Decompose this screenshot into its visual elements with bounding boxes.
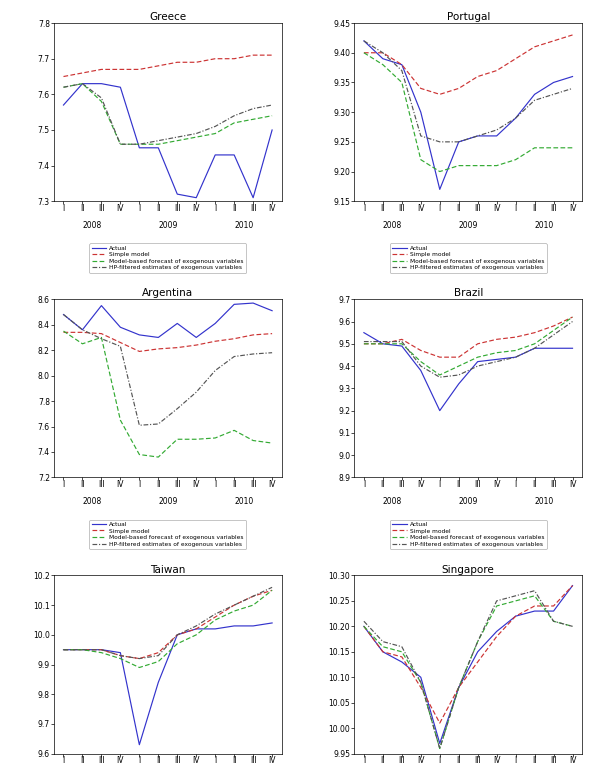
Title: Argentina: Argentina [142, 288, 193, 298]
Text: 2010: 2010 [234, 497, 253, 506]
Text: 2009: 2009 [458, 221, 478, 230]
Title: Portugal: Portugal [446, 12, 490, 22]
Legend: Actual, Simple model, Model-based forecast of exogenous variables, HP-filtered e: Actual, Simple model, Model-based foreca… [390, 243, 547, 273]
Legend: Actual, Simple model, Model-based forecast of exogenous variables, HP-filtered e: Actual, Simple model, Model-based foreca… [89, 520, 246, 549]
Text: 2008: 2008 [82, 221, 101, 230]
Title: Singapore: Singapore [442, 564, 494, 574]
Text: 2009: 2009 [158, 221, 178, 230]
Text: 2010: 2010 [535, 221, 554, 230]
Legend: Actual, Simple model, Model-based forecast of exogenous variables, HP-filtered e: Actual, Simple model, Model-based foreca… [89, 243, 246, 273]
Text: 2010: 2010 [535, 497, 554, 506]
Text: 2008: 2008 [82, 497, 101, 506]
Text: 2010: 2010 [234, 221, 253, 230]
Legend: Actual, Simple model, Model-based forecast of exogenous variables, HP-filtered e: Actual, Simple model, Model-based foreca… [390, 520, 547, 549]
Text: 2008: 2008 [383, 221, 402, 230]
Title: Brazil: Brazil [454, 288, 483, 298]
Title: Greece: Greece [149, 12, 187, 22]
Text: 2009: 2009 [158, 497, 178, 506]
Text: 2008: 2008 [383, 497, 402, 506]
Title: Taiwan: Taiwan [150, 564, 185, 574]
Text: 2009: 2009 [458, 497, 478, 506]
